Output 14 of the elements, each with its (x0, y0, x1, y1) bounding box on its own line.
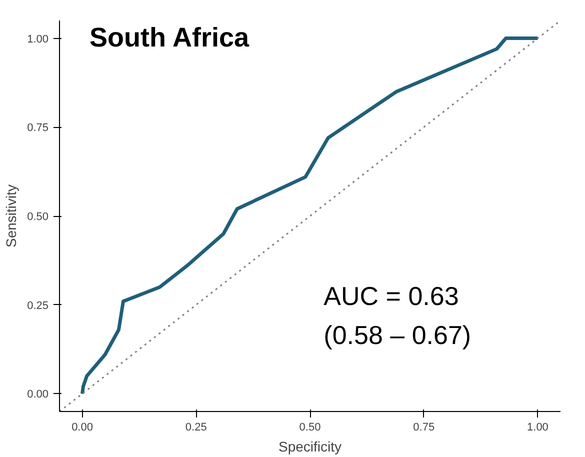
x-tick-label: 0.50 (299, 422, 321, 434)
x-tick-label: 0.25 (185, 422, 207, 434)
x-tick-label: 1.00 (527, 422, 548, 434)
y-tick-label: 1.00 (27, 33, 49, 46)
y-tick-label: 0.50 (27, 211, 49, 223)
x-tick-label: 0.75 (413, 422, 435, 434)
annotation: AUC = 0.63 (0.58 – 0.67) (324, 281, 472, 350)
y-tick-label: 0.00 (27, 388, 49, 401)
chart-title: South Africa (90, 22, 250, 52)
x-tick-label: 0.00 (72, 422, 93, 434)
y-axis-title: Sensitivity (3, 184, 20, 248)
y-tick-label: 0.75 (27, 122, 49, 134)
x-axis-title: Specificity (278, 438, 342, 454)
y-tick-label: 0.25 (27, 300, 49, 312)
